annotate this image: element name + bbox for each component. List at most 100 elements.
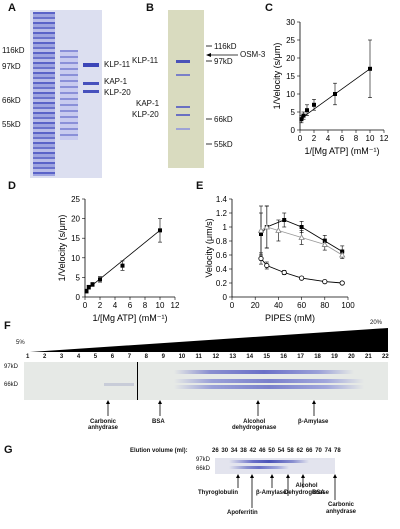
x-tick-label: 80: [320, 301, 329, 310]
gel-b-ticks: [206, 45, 238, 145]
std-beta-amylase-f: β-Amylase: [298, 419, 329, 425]
elution-volume: 70: [315, 448, 322, 454]
std-bsa-g: BSA: [312, 490, 325, 496]
y-axis-label: 1/Velocity (s/μm): [272, 43, 282, 110]
gel-a-lane2: [60, 50, 78, 140]
lane-number: 22: [382, 354, 389, 360]
x-tick-label: 6: [128, 301, 133, 310]
lane-number: 15: [263, 354, 271, 360]
panel-label-d: D: [8, 180, 16, 192]
y-tick-label: 15: [71, 234, 80, 243]
data-point: [299, 117, 304, 122]
data-point: [339, 280, 345, 286]
std-carbonic-anhydrase-f: Carbonic anhydrase: [88, 419, 119, 431]
x-axis-label: 1/[Mg ATP] (mM⁻¹): [92, 313, 167, 323]
elution-volume: 58: [287, 448, 294, 454]
chart-e: 0 20 40 60 80 100 0 0.2 0.4 0.6 0.8 1 1.2 1.4 PIPES (m…: [204, 195, 355, 323]
chart-d: 0 2 4 6 8 10 12 0 5 10 15 20 25 1/[Mg ATP] (mM⁻¹) 1/Ve…: [57, 195, 180, 323]
elution-volume: 34: [230, 448, 238, 454]
std-bsa-f: BSA: [152, 419, 165, 425]
data-point: [158, 228, 162, 233]
data-point: [264, 262, 270, 269]
x-tick-label: 0: [298, 134, 303, 143]
x-tick-label: 2: [312, 134, 317, 143]
elution-volume: 26: [212, 448, 219, 454]
elution-volume: 66: [305, 448, 313, 454]
gel-a-marker-97: 97kD: [2, 62, 21, 71]
lane-number: 4: [76, 354, 81, 360]
gel-a-marker-66: 66kD: [2, 96, 21, 105]
panel-label-c: C: [265, 2, 273, 14]
y-tick-label: 0: [76, 293, 81, 302]
data-point: [322, 279, 328, 285]
std-apoferritin: Apoferritin: [227, 510, 258, 516]
elution-volume: 38: [240, 448, 247, 454]
data-point: [339, 251, 346, 258]
data-point: [86, 285, 91, 290]
x-tick-label: 60: [297, 301, 306, 310]
y-axis-label: Velocity (μm/s): [204, 218, 214, 277]
elution-volume: 50: [268, 448, 275, 454]
gel-b-marker-97: 97kD: [214, 57, 233, 66]
lane-number: 2: [42, 354, 47, 360]
x-tick-label: 0: [230, 301, 235, 310]
data-point: [299, 225, 304, 229]
gradient-start-label: 5%: [16, 340, 25, 346]
gel-b: [168, 10, 204, 168]
data-point: [299, 275, 305, 281]
lane-number: 10: [178, 354, 186, 360]
lane-number: 9: [161, 354, 165, 360]
panel-label-f: F: [4, 320, 11, 332]
y-tick-label: 0.6: [216, 251, 228, 260]
lane-number: 7: [127, 354, 132, 360]
panel-label-a: A: [8, 2, 16, 14]
gel-b-marker-66: 66kD: [214, 115, 233, 124]
y-tick-label: 25: [71, 195, 80, 204]
gel-f-marker-97: 97kD: [4, 364, 19, 370]
lane-number: 3: [59, 354, 64, 360]
x-axis-label: PIPES (mM): [265, 313, 315, 323]
data-point: [282, 218, 287, 222]
elution-volume: 46: [258, 448, 266, 454]
x-tick-label: 8: [143, 301, 148, 310]
gel-a-marker-116: 116kD: [2, 46, 25, 55]
gel-g-marker-66: 66kD: [196, 466, 211, 472]
lane-number: 6: [110, 354, 115, 360]
std-thyroglobulin: Thyroglobulin: [198, 490, 238, 496]
elution-volume: 42: [249, 448, 257, 454]
gel-a: [30, 10, 102, 178]
y-tick-label: 0: [291, 126, 296, 135]
gel-a-ladder-lane: [33, 12, 55, 176]
elution-volume: 78: [334, 448, 341, 454]
y-tick-label: 10: [286, 90, 295, 99]
x-tick-label: 100: [341, 301, 355, 310]
x-tick-label: 4: [326, 134, 331, 143]
elution-volume-title: Elution volume (ml):: [130, 448, 188, 454]
y-tick-label: 15: [286, 72, 295, 81]
x-tick-label: 10: [366, 134, 375, 143]
y-tick-label: 20: [71, 215, 80, 224]
lane-number: 17: [297, 354, 304, 360]
data-point: [263, 223, 270, 230]
y-axis-label: 1/Velocity (s/μm): [57, 215, 67, 282]
data-point: [301, 113, 306, 118]
gel-b-marker-116: 116kD: [214, 42, 237, 51]
y-tick-label: 0: [223, 293, 228, 302]
std-carbonic-anhydrase-g: Carbonic anhydrase: [326, 502, 357, 515]
lane-number: 21: [365, 354, 372, 360]
data-point: [120, 263, 125, 268]
panel-label-e: E: [196, 180, 204, 192]
y-tick-label: 5: [291, 108, 296, 117]
elution-volume: 54: [277, 448, 285, 454]
gel-g-marker-97: 97kD: [196, 457, 211, 463]
data-point: [258, 255, 264, 262]
x-tick-label: 8: [354, 134, 359, 143]
x-axis-label: 1/[Mg ATP] (mM⁻¹): [304, 146, 379, 156]
gel-a-band-klp20: KLP-20: [104, 88, 131, 97]
data-point: [281, 269, 287, 276]
data-point: [333, 92, 337, 96]
x-tick-label: 10: [156, 301, 165, 310]
y-tick-label: 25: [286, 36, 295, 45]
data-point: [312, 102, 316, 107]
panel-label-b: B: [146, 2, 154, 14]
